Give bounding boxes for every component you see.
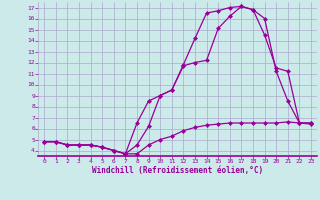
X-axis label: Windchill (Refroidissement éolien,°C): Windchill (Refroidissement éolien,°C)	[92, 166, 263, 175]
